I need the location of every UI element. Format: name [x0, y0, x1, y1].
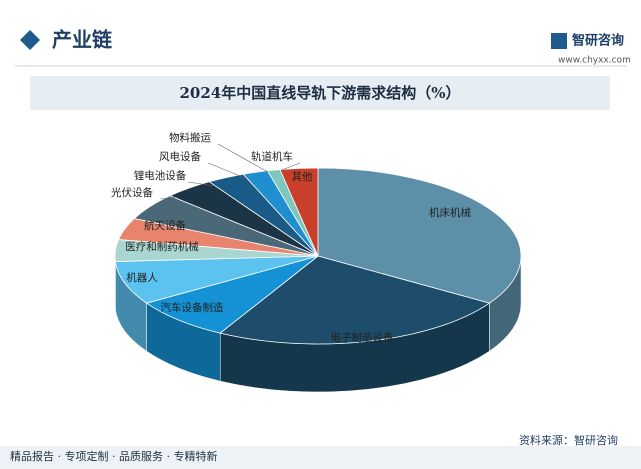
slice-label: 其他: [292, 170, 313, 183]
footer-band: [0, 446, 641, 469]
slice-label: 电子制造设备: [331, 331, 394, 344]
slice-label: 汽车设备制造: [161, 301, 224, 314]
header-icon: [20, 30, 40, 50]
slice-label: 锂电池设备: [134, 169, 187, 182]
slice-label: 机器人: [126, 271, 158, 284]
chart-title: 2024年中国直线导轨下游需求结构（%）: [179, 84, 460, 102]
logo-text: 智研咨询: [572, 33, 624, 49]
source: 资料来源：智研咨询: [519, 433, 618, 447]
slice-label: 航天设备: [144, 219, 186, 232]
pie: [114, 167, 522, 393]
leader-line: [159, 196, 179, 200]
slice: [317, 167, 522, 304]
section-title: 产业链: [52, 28, 113, 52]
slice: [219, 255, 491, 345]
logo-url: www.chyxx.com: [558, 56, 631, 66]
leader-line: [281, 162, 301, 171]
title-band: [30, 76, 610, 110]
slice-label: 轨道机车: [251, 150, 293, 163]
slice-label: 风电设备: [159, 150, 201, 163]
footer-tags: 精品报告 · 专项定制 · 品质服务 · 专精特新: [10, 449, 217, 463]
slice-label: 医疗和制药机械: [125, 240, 199, 253]
slice: [145, 255, 319, 334]
slice-label: 光伏设备: [111, 186, 153, 199]
leader-line: [187, 181, 216, 187]
slice-label: 物料搬运: [169, 131, 211, 144]
logo-icon: [551, 33, 567, 49]
slice-label: 机床机械: [429, 206, 471, 219]
leader-line: [217, 143, 269, 173]
slice: [279, 167, 319, 257]
leader-line: [207, 162, 246, 179]
slice: [114, 255, 319, 304]
